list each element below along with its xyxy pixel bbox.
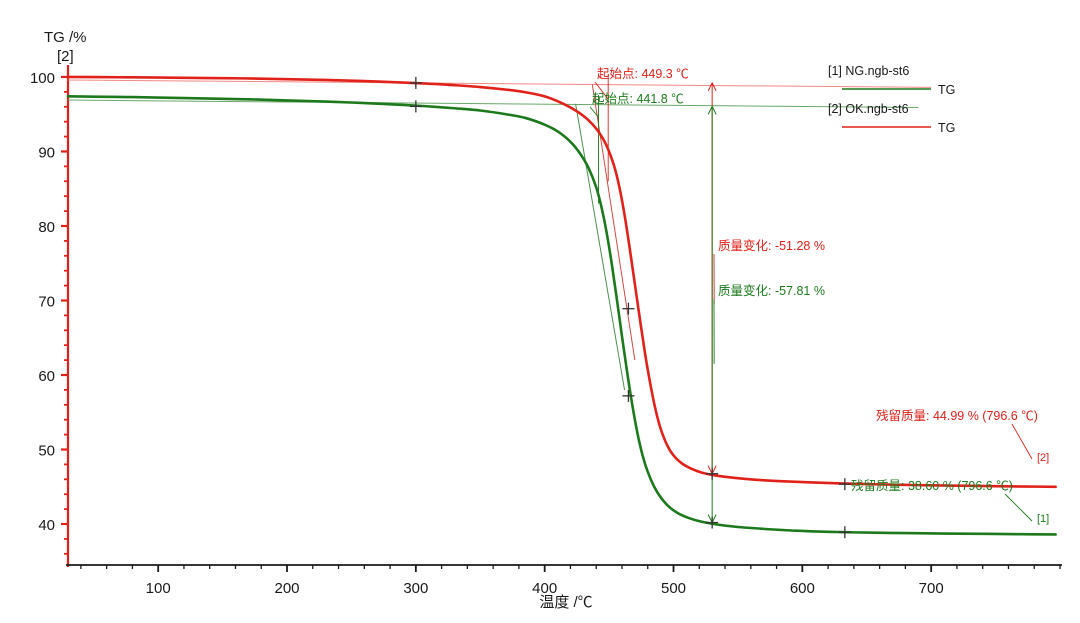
x-tick-label-2: 300 <box>403 580 428 597</box>
y-tick-label-2: 80 <box>38 219 55 236</box>
y-tick-label-6: 40 <box>38 517 55 534</box>
y-axis-title: TG /% <box>44 29 87 46</box>
curve-marker-1 <box>409 76 422 89</box>
x-axis-title: 温度 /℃ <box>539 594 592 611</box>
leader-onset-green <box>589 106 599 118</box>
y-tick-label-0: 100 <box>30 70 55 87</box>
y-tick-label-5: 50 <box>38 443 55 460</box>
annotation-mass-change-red: 质量变化: -51.28 % <box>718 238 825 253</box>
leader-residual-green <box>1004 493 1033 522</box>
annotation-onset-red: 起始点: 449.3 ℃ <box>597 67 689 81</box>
curve-end-tags: [2] [1] <box>1037 452 1049 525</box>
leader-residual-red <box>1011 423 1033 460</box>
legend-entry-1-signal: TG <box>938 83 955 97</box>
x-tick-label-3: 400 <box>532 580 557 597</box>
series-curves <box>66 75 1057 536</box>
curve-marker-4 <box>706 516 719 529</box>
legend-entry-2-signal: TG <box>938 121 955 135</box>
legend: [1] NG.ngb-st6 TG [2] OK.ngb-st6 TG <box>828 64 955 135</box>
legend-entry-1-title: [1] NG.ngb-st6 <box>828 64 909 78</box>
y-tick-label-1: 90 <box>38 144 55 161</box>
curve-tag-2: [2] <box>1037 452 1049 464</box>
curve-marker-5 <box>706 467 719 480</box>
y-axis <box>61 65 70 567</box>
curve-markers <box>409 76 851 539</box>
annotation-labels: 起始点: 449.3 ℃ 起始点: 441.8 ℃ 质量变化: -51.28 %… <box>592 67 1038 493</box>
series-curve-1 <box>66 95 1057 536</box>
onset-baseline-red <box>67 79 932 88</box>
x-tick-label-1: 200 <box>274 580 299 597</box>
x-tick-label-5: 600 <box>790 580 815 597</box>
annotation-onset-green: 起始点: 441.8 ℃ <box>592 92 684 106</box>
curve-marker-3 <box>622 389 635 402</box>
curve-marker-7 <box>838 478 851 491</box>
onset-tangent-green <box>575 103 626 390</box>
annotation-residual-red: 残留质量: 44.99 % (796.6 ℃) <box>876 409 1038 423</box>
y-axis-title-series-tag: [2] <box>57 48 74 65</box>
leader-onset-red <box>594 81 609 100</box>
series-curve-2 <box>66 75 1057 489</box>
x-tick-label-0: 100 <box>146 580 171 597</box>
annotation-residual-green: 残留质量: 38.60 % (796.6 ℃) <box>851 479 1013 493</box>
y-tick-label-3: 70 <box>38 293 55 310</box>
x-tick-label-6: 700 <box>919 580 944 597</box>
curve-marker-2 <box>622 302 635 315</box>
axis-tick-labels: 100 90 80 70 60 50 40 100 200 300 400 500 600 700 <box>30 70 944 597</box>
curve-marker-6 <box>838 526 851 539</box>
x-tick-label-4: 500 <box>661 580 686 597</box>
legend-entry-2-title: [2] OK.ngb-st6 <box>828 102 909 116</box>
curve-tag-1: [1] <box>1037 513 1049 525</box>
annotation-mass-change-green: 质量变化: -57.81 % <box>718 283 825 298</box>
mass-change-arrows <box>707 81 717 524</box>
y-tick-label-4: 60 <box>38 368 55 385</box>
annotation-leader-lines <box>589 81 1033 522</box>
onset-baseline-green <box>67 99 919 109</box>
x-axis <box>66 564 1062 572</box>
curve-marker-0 <box>409 100 422 113</box>
